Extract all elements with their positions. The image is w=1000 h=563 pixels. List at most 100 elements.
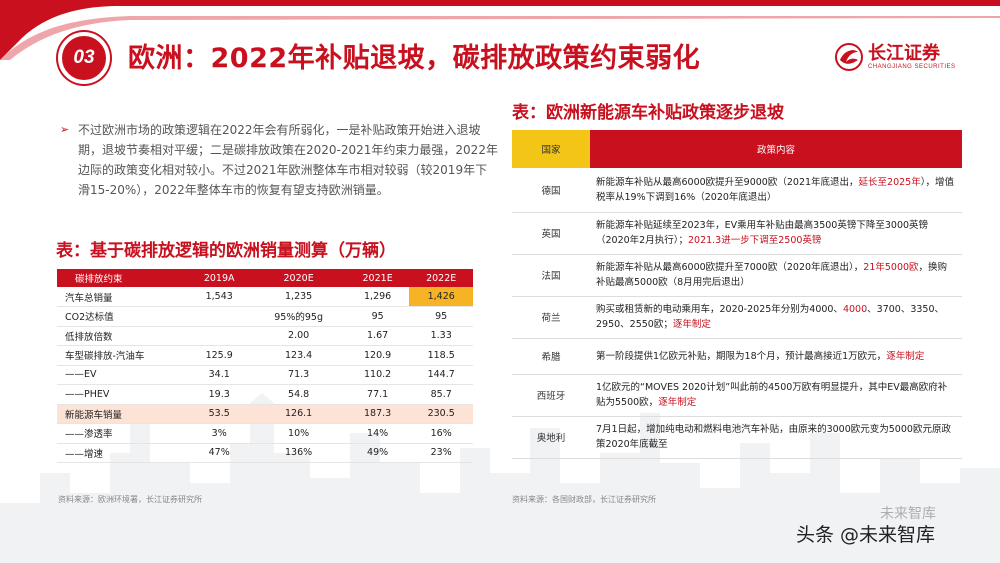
changjiang-logo: 长江证券 CHANGJIANG SECURITIES bbox=[834, 42, 956, 72]
country-cell: 法国 bbox=[512, 254, 590, 297]
policy-highlight: 21年5000欧 bbox=[863, 262, 919, 273]
table-cell: 47% bbox=[187, 443, 252, 463]
table-row: 英国 新能源车补贴延续至2023年，EV乘用车补贴由最高3500英镑下降至3000… bbox=[512, 212, 962, 255]
table-cell: 3% bbox=[187, 423, 252, 444]
table-cell: 1,543 bbox=[187, 287, 252, 307]
header-country: 国家 bbox=[512, 130, 590, 168]
header-cell: 2021E bbox=[345, 269, 410, 287]
table-cell: 110.2 bbox=[345, 365, 410, 385]
table-cell: 125.9 bbox=[187, 345, 252, 366]
header-policy: 政策内容 bbox=[590, 130, 962, 168]
table-cell: 10% bbox=[251, 423, 346, 444]
table-cell bbox=[187, 306, 252, 327]
header-cell: 碳排放约束 bbox=[57, 269, 187, 287]
table-cell: 123.4 bbox=[251, 345, 346, 366]
policy-highlight: 逐年制定 bbox=[672, 319, 711, 330]
table-cell: 54.8 bbox=[251, 384, 346, 405]
table-cell: 126.1 bbox=[251, 404, 346, 424]
table-row: 荷兰 购买或租赁新的电动乘用车，2020-2025年分别为4000、4000、37… bbox=[512, 296, 962, 339]
policy-highlight: 逐年制定 bbox=[658, 397, 697, 408]
country-cell: 希腊 bbox=[512, 338, 590, 375]
table-cell: 16% bbox=[409, 423, 473, 444]
table-cell: 144.7 bbox=[409, 365, 473, 385]
policy-text: 第一阶段提供1亿欧元补贴，期限为18个月，预计最高接近1万欧元， bbox=[596, 350, 887, 362]
table-row: CO2达标值 95%的95g 95 95 bbox=[57, 306, 473, 327]
table-row: 法国 新能源车补贴从最高6000欧提升至7000欧（2020年底退出），21年50… bbox=[512, 254, 962, 297]
table-cell: 53.5 bbox=[187, 404, 252, 424]
table-cell: 34.1 bbox=[187, 365, 252, 385]
table-cell: 187.3 bbox=[345, 404, 410, 424]
table-row: ——EV 34.1 71.3 110.2 144.7 bbox=[57, 365, 473, 385]
policy-cell: 7月1日起，增加纯电动和燃料电池汽车补贴，由原来的3000欧元变为5000欧元原… bbox=[590, 416, 962, 459]
policy-cell: 新能源车补贴从最高6000欧提升至7000欧（2020年底退出），21年5000… bbox=[590, 254, 962, 297]
table-cell: 1,426 bbox=[409, 287, 473, 307]
table-cell: 14% bbox=[345, 423, 410, 444]
table-cell: 71.3 bbox=[251, 365, 346, 385]
section-number: 03 bbox=[73, 47, 95, 68]
left-table-title: 表：基于碳排放逻辑的欧洲销量测算（万辆） bbox=[56, 241, 396, 261]
table-cell: 汽车总销量 bbox=[57, 287, 187, 307]
table-cell: 19.3 bbox=[187, 384, 252, 405]
toutiao-watermark: 头条 @未来智库 bbox=[796, 524, 936, 546]
table-row: ——增速 47% 136% 49% 23% bbox=[57, 443, 473, 463]
table-cell: 85.7 bbox=[409, 384, 473, 405]
table-cell: 95 bbox=[345, 306, 410, 327]
table-row: 奥地利 7月1日起，增加纯电动和燃料电池汽车补贴，由原来的3000欧元变为5000… bbox=[512, 416, 962, 459]
country-cell: 英国 bbox=[512, 212, 590, 255]
policy-cell: 新能源车补贴从最高6000欧提升至9000欧（2021年底退出，延长至2025年… bbox=[590, 168, 962, 213]
policy-highlight: 2021.3进一步下调至2500英镑 bbox=[687, 235, 822, 246]
policy-cell: 1亿欧元的“MOVES 2020计划”叫此前的4500万欧有明显提升，其中EV最… bbox=[590, 374, 962, 417]
left-table-source: 资料来源：欧洲环境署，长江证券研究所 bbox=[58, 495, 202, 504]
policy-cell: 购买或租赁新的电动乘用车，2020-2025年分别为4000、4000、3700… bbox=[590, 296, 962, 339]
table-row: ——渗透率 3% 10% 14% 16% bbox=[57, 423, 473, 444]
right-table-title: 表：欧洲新能源车补贴政策逐步退坡 bbox=[512, 103, 784, 123]
policy-highlight: 4000 bbox=[842, 304, 868, 315]
policy-text: 新能源车补贴延续至2023年，EV乘用车补贴由最高3500英镑下降至3000英镑… bbox=[596, 220, 929, 246]
right-table-source: 资料来源：各国财政部，长江证券研究所 bbox=[512, 495, 656, 504]
policy-text: 新能源车补贴从最高6000欧提升至9000欧（2021年底退出， bbox=[596, 176, 859, 188]
table-cell: 1.67 bbox=[345, 326, 410, 346]
table-cell: 2.00 bbox=[251, 326, 346, 346]
policy-cell: 第一阶段提供1亿欧元补贴，期限为18个月，预计最高接近1万欧元，逐年制定 bbox=[590, 338, 962, 375]
table-cell: 120.9 bbox=[345, 345, 410, 366]
table-cell: 95 bbox=[409, 306, 473, 327]
table-cell: 136% bbox=[251, 443, 346, 463]
table-row: 汽车总销量 1,543 1,235 1,296 1,426 bbox=[57, 287, 473, 307]
bullet-text: 不过欧洲市场的政策逻辑在2022年会有所弱化，一是补贴政策开始进入退坡期，退坡节… bbox=[78, 123, 498, 197]
header-swoosh bbox=[0, 0, 1000, 60]
subsidy-policy-table: 国家 政策内容 德国 新能源车补贴从最高6000欧提升至9000欧（2021年底退… bbox=[512, 130, 962, 459]
table-row: ——PHEV 19.3 54.8 77.1 85.7 bbox=[57, 384, 473, 405]
table-cell: 49% bbox=[345, 443, 410, 463]
policy-highlight: 延长至2025年 bbox=[858, 176, 921, 188]
logo-chinese-name: 长江证券 bbox=[868, 43, 940, 64]
table-cell: 车型碳排放-汽油车 bbox=[57, 345, 187, 366]
policy-text: ，换购补贴最高5000欧（8月用完后退出） bbox=[596, 262, 948, 288]
table-cell: 118.5 bbox=[409, 345, 473, 366]
logo-english-name: CHANGJIANG SECURITIES bbox=[868, 64, 956, 70]
country-cell: 德国 bbox=[512, 168, 590, 213]
country-cell: 西班牙 bbox=[512, 374, 590, 417]
table-cell: 新能源车销量 bbox=[57, 404, 187, 424]
table-cell: 1,235 bbox=[251, 287, 346, 307]
arrow-bullet-icon: ➢ bbox=[60, 123, 70, 136]
policy-text: 购买或租赁新的电动乘用车，2020-2025年分别为4000、 bbox=[596, 304, 843, 315]
table-cell: 77.1 bbox=[345, 384, 410, 405]
policy-text: 新能源车补贴从最高6000欧提升至7000欧（2020年底退出）， bbox=[596, 262, 864, 273]
policy-cell: 新能源车补贴延续至2023年，EV乘用车补贴由最高3500英镑下降至3000英镑… bbox=[590, 212, 962, 255]
header-cell: 2020E bbox=[251, 269, 346, 287]
bullet-point: ➢ 不过欧洲市场的政策逻辑在2022年会有所弱化，一是补贴政策开始进入退坡期，退… bbox=[60, 120, 500, 200]
table-cell bbox=[187, 326, 252, 346]
header-cell: 2019A bbox=[187, 269, 252, 287]
table-cell: 低排放倍数 bbox=[57, 326, 187, 346]
table-cell: ——EV bbox=[57, 365, 187, 385]
table-row: 西班牙 1亿欧元的“MOVES 2020计划”叫此前的4500万欧有明显提升，其中… bbox=[512, 374, 962, 417]
table-row: 低排放倍数 2.00 1.67 1.33 bbox=[57, 326, 473, 346]
header-cell: 2022E bbox=[409, 269, 473, 287]
table-row: 德国 新能源车补贴从最高6000欧提升至9000欧（2021年底退出，延长至202… bbox=[512, 168, 962, 213]
table-row: 希腊 第一阶段提供1亿欧元补贴，期限为18个月，预计最高接近1万欧元，逐年制定 bbox=[512, 338, 962, 375]
watermark-faint: 未来智库 bbox=[880, 506, 936, 522]
table-cell: 230.5 bbox=[409, 404, 473, 424]
table-row: 车型碳排放-汽油车 125.9 123.4 120.9 118.5 bbox=[57, 345, 473, 366]
table-cell: ——渗透率 bbox=[57, 423, 187, 444]
table-header-row: 碳排放约束 2019A 2020E 2021E 2022E bbox=[57, 269, 473, 287]
